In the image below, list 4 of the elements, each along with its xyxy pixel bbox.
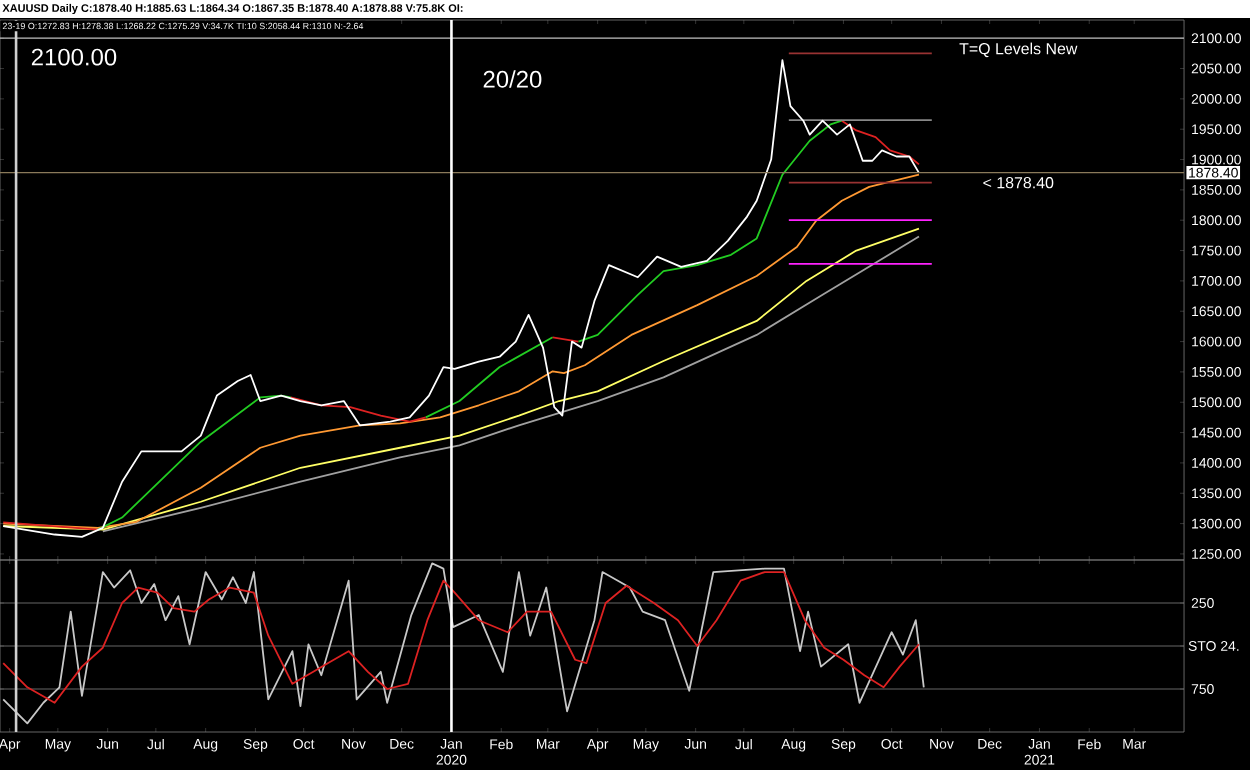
annotation: 2100.00 (31, 48, 117, 66)
line-series (2, 562, 925, 725)
line-series (2, 571, 920, 704)
ref-line-label: 20/20 (483, 70, 542, 88)
